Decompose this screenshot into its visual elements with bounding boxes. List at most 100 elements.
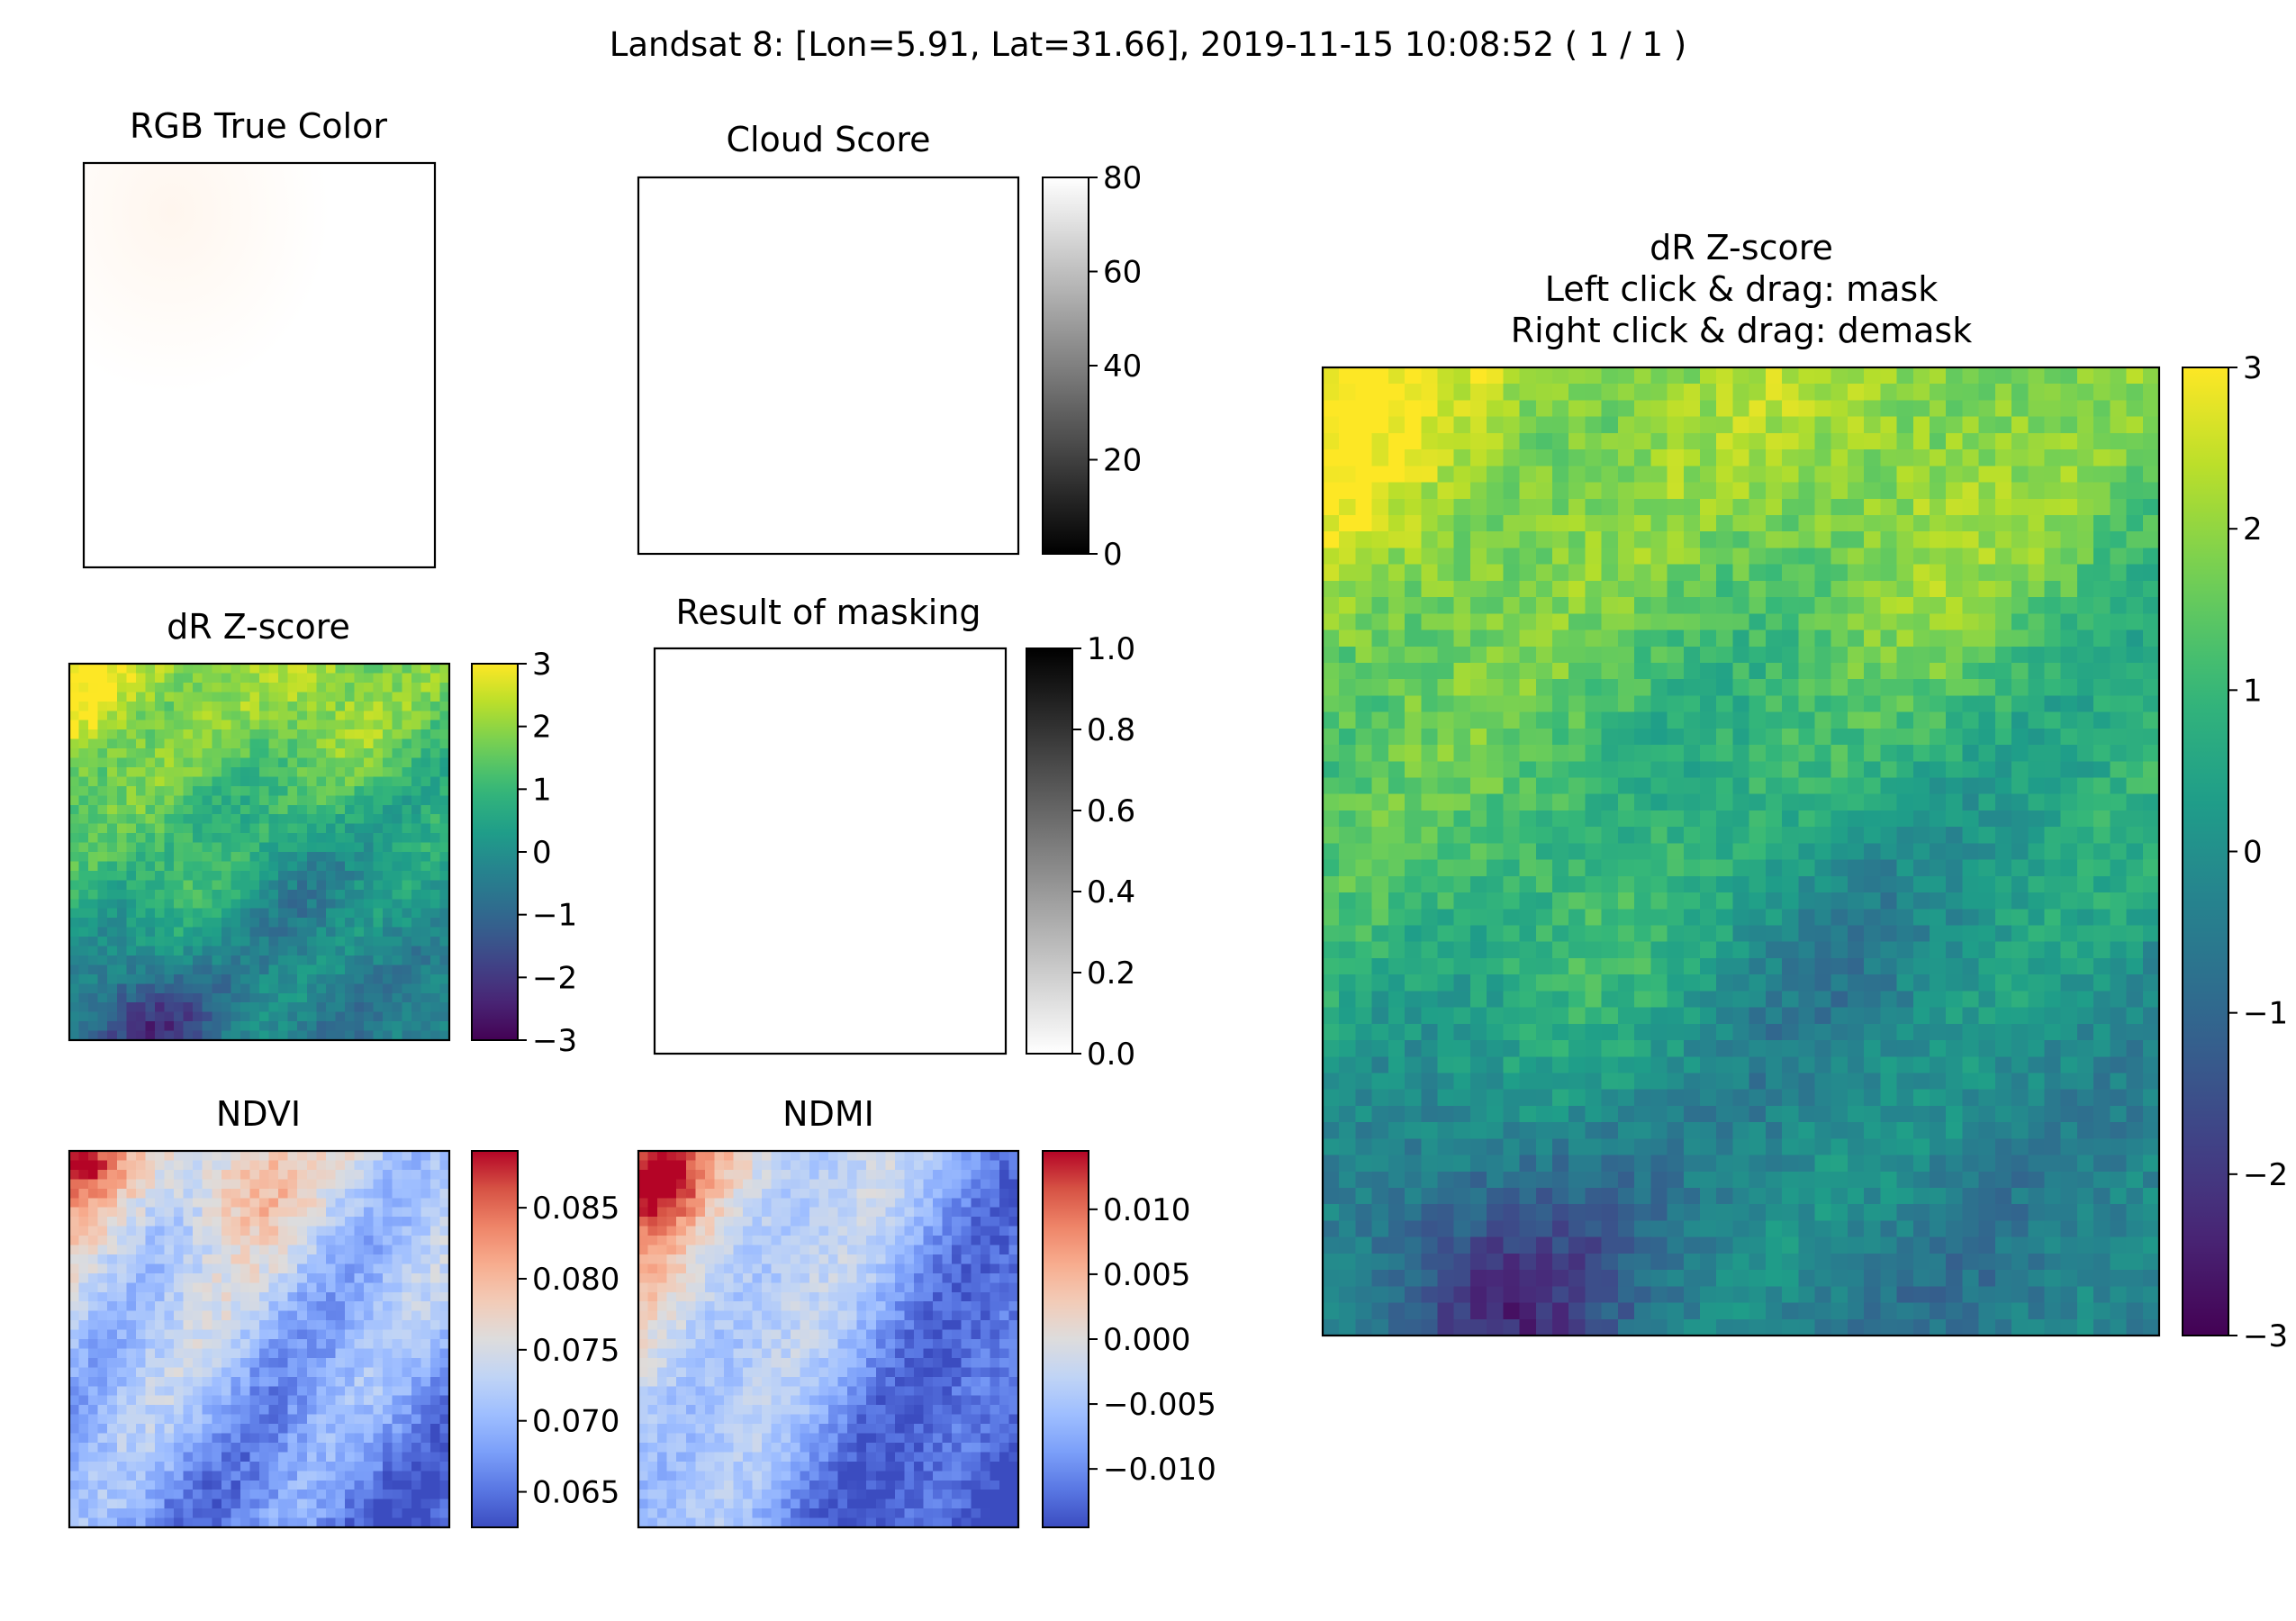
heatmap-cell <box>781 1310 791 1321</box>
heatmap-cell <box>202 711 212 721</box>
heatmap-cell <box>695 1198 706 1209</box>
heatmap-cell <box>383 682 393 693</box>
heatmap-cell <box>268 983 279 994</box>
heatmap-cell <box>126 1188 137 1199</box>
heatmap-cell <box>695 1433 706 1444</box>
heatmap-cell <box>259 1151 270 1162</box>
heatmap-cell <box>657 1517 668 1528</box>
heatmap-cell <box>231 1179 241 1190</box>
heatmap-cell <box>183 1329 194 1340</box>
heatmap-cell <box>923 1452 934 1463</box>
heatmap-cell <box>999 1414 1010 1425</box>
heatmap-cell <box>145 1160 156 1171</box>
heatmap-cell <box>249 795 260 806</box>
heatmap-cell <box>202 908 212 919</box>
heatmap-cell <box>354 1226 365 1236</box>
heatmap-cell <box>1765 384 1783 402</box>
heatmap-cell <box>913 1395 925 1406</box>
heatmap-cell <box>383 955 393 965</box>
heatmap-cell <box>439 1291 450 1302</box>
heatmap-cell <box>828 1160 839 1171</box>
heatmap-cell <box>980 1301 990 1312</box>
heatmap-cell <box>723 1226 735 1236</box>
heatmap-cell <box>990 1226 1000 1236</box>
heatmap-cell <box>762 1490 773 1500</box>
heatmap-cell <box>402 1151 412 1162</box>
heatmap-cell <box>885 1329 896 1340</box>
heatmap-cell <box>392 776 402 787</box>
heatmap-cell <box>752 1480 763 1490</box>
heatmap-cell <box>354 1282 365 1293</box>
heatmap-cell <box>69 795 80 806</box>
heatmap-cell <box>837 1254 848 1264</box>
heatmap-cell <box>249 1282 260 1293</box>
heatmap-cell <box>923 1207 934 1218</box>
heatmap-cell <box>743 1207 754 1218</box>
heatmap-cell <box>325 1272 336 1283</box>
heatmap-cell <box>249 1424 260 1435</box>
heatmap-cell <box>392 992 402 1003</box>
heatmap-cell <box>429 870 441 881</box>
heatmap-cell <box>723 1263 735 1274</box>
heatmap-cell <box>221 908 231 919</box>
heatmap-cell <box>952 1433 963 1444</box>
heatmap-cell <box>762 1376 773 1387</box>
heatmap-cell <box>316 1508 327 1519</box>
heatmap-cell <box>392 1263 402 1274</box>
heatmap-cell <box>202 814 212 825</box>
heatmap-cell <box>439 692 450 702</box>
heatmap-cell <box>429 757 441 768</box>
heatmap-cell <box>809 1414 820 1425</box>
heatmap-cell <box>88 729 99 740</box>
heatmap-cell <box>411 1301 421 1312</box>
heatmap-cell <box>676 1263 687 1274</box>
heatmap-cell <box>78 1490 89 1500</box>
heatmap-cell <box>316 1433 327 1444</box>
heatmap-cell <box>135 664 146 675</box>
heatmap-cell <box>402 1310 412 1321</box>
heatmap-cell <box>894 1395 905 1406</box>
heatmap-cell <box>278 1030 289 1041</box>
heatmap-cell <box>69 918 80 928</box>
heatmap-cell <box>837 1236 848 1246</box>
heatmap-cell <box>647 1367 658 1378</box>
heatmap-cell <box>999 1272 1010 1283</box>
heatmap-cell <box>762 1151 773 1162</box>
heatmap-cell <box>383 1030 393 1041</box>
heatmap-cell <box>420 1179 431 1190</box>
heatmap-cell <box>364 1471 375 1481</box>
ndmi-colorbar-tick-label: 0.000 <box>1103 1322 1190 1358</box>
heatmap-cell <box>885 1245 896 1255</box>
heatmap-cell <box>183 673 194 684</box>
heatmap-cell <box>135 1386 146 1397</box>
heatmap-cell <box>392 1517 402 1528</box>
heatmap-cell <box>268 861 279 872</box>
heatmap-cell <box>325 664 336 675</box>
heatmap-cell <box>364 1282 375 1293</box>
heatmap-cell <box>364 992 375 1003</box>
heatmap-cell <box>714 1480 725 1490</box>
heatmap-cell <box>781 1320 791 1331</box>
heatmap-cell <box>809 1188 820 1199</box>
heatmap-cell <box>781 1517 791 1528</box>
heatmap-cell <box>364 908 375 919</box>
heatmap-cell <box>411 937 421 947</box>
heatmap-cell <box>752 1376 763 1387</box>
heatmap-cell <box>174 974 185 984</box>
heatmap-cell <box>249 1151 260 1162</box>
heatmap-cell <box>790 1508 800 1519</box>
heatmap-cell <box>420 852 431 863</box>
heatmap-cell <box>268 1461 279 1472</box>
heatmap-cell <box>231 1217 241 1227</box>
heatmap-cell <box>990 1198 1000 1209</box>
heatmap-cell <box>364 889 375 900</box>
heatmap-cell <box>240 1151 251 1162</box>
heatmap-cell <box>837 1357 848 1368</box>
heatmap-cell <box>316 1151 327 1162</box>
heatmap-cell <box>164 748 175 759</box>
heatmap-cell <box>107 1179 118 1190</box>
heatmap-cell <box>885 1386 896 1397</box>
heatmap-cell <box>685 1160 696 1171</box>
heatmap-cell <box>240 1433 251 1444</box>
heatmap-cell <box>714 1198 725 1209</box>
